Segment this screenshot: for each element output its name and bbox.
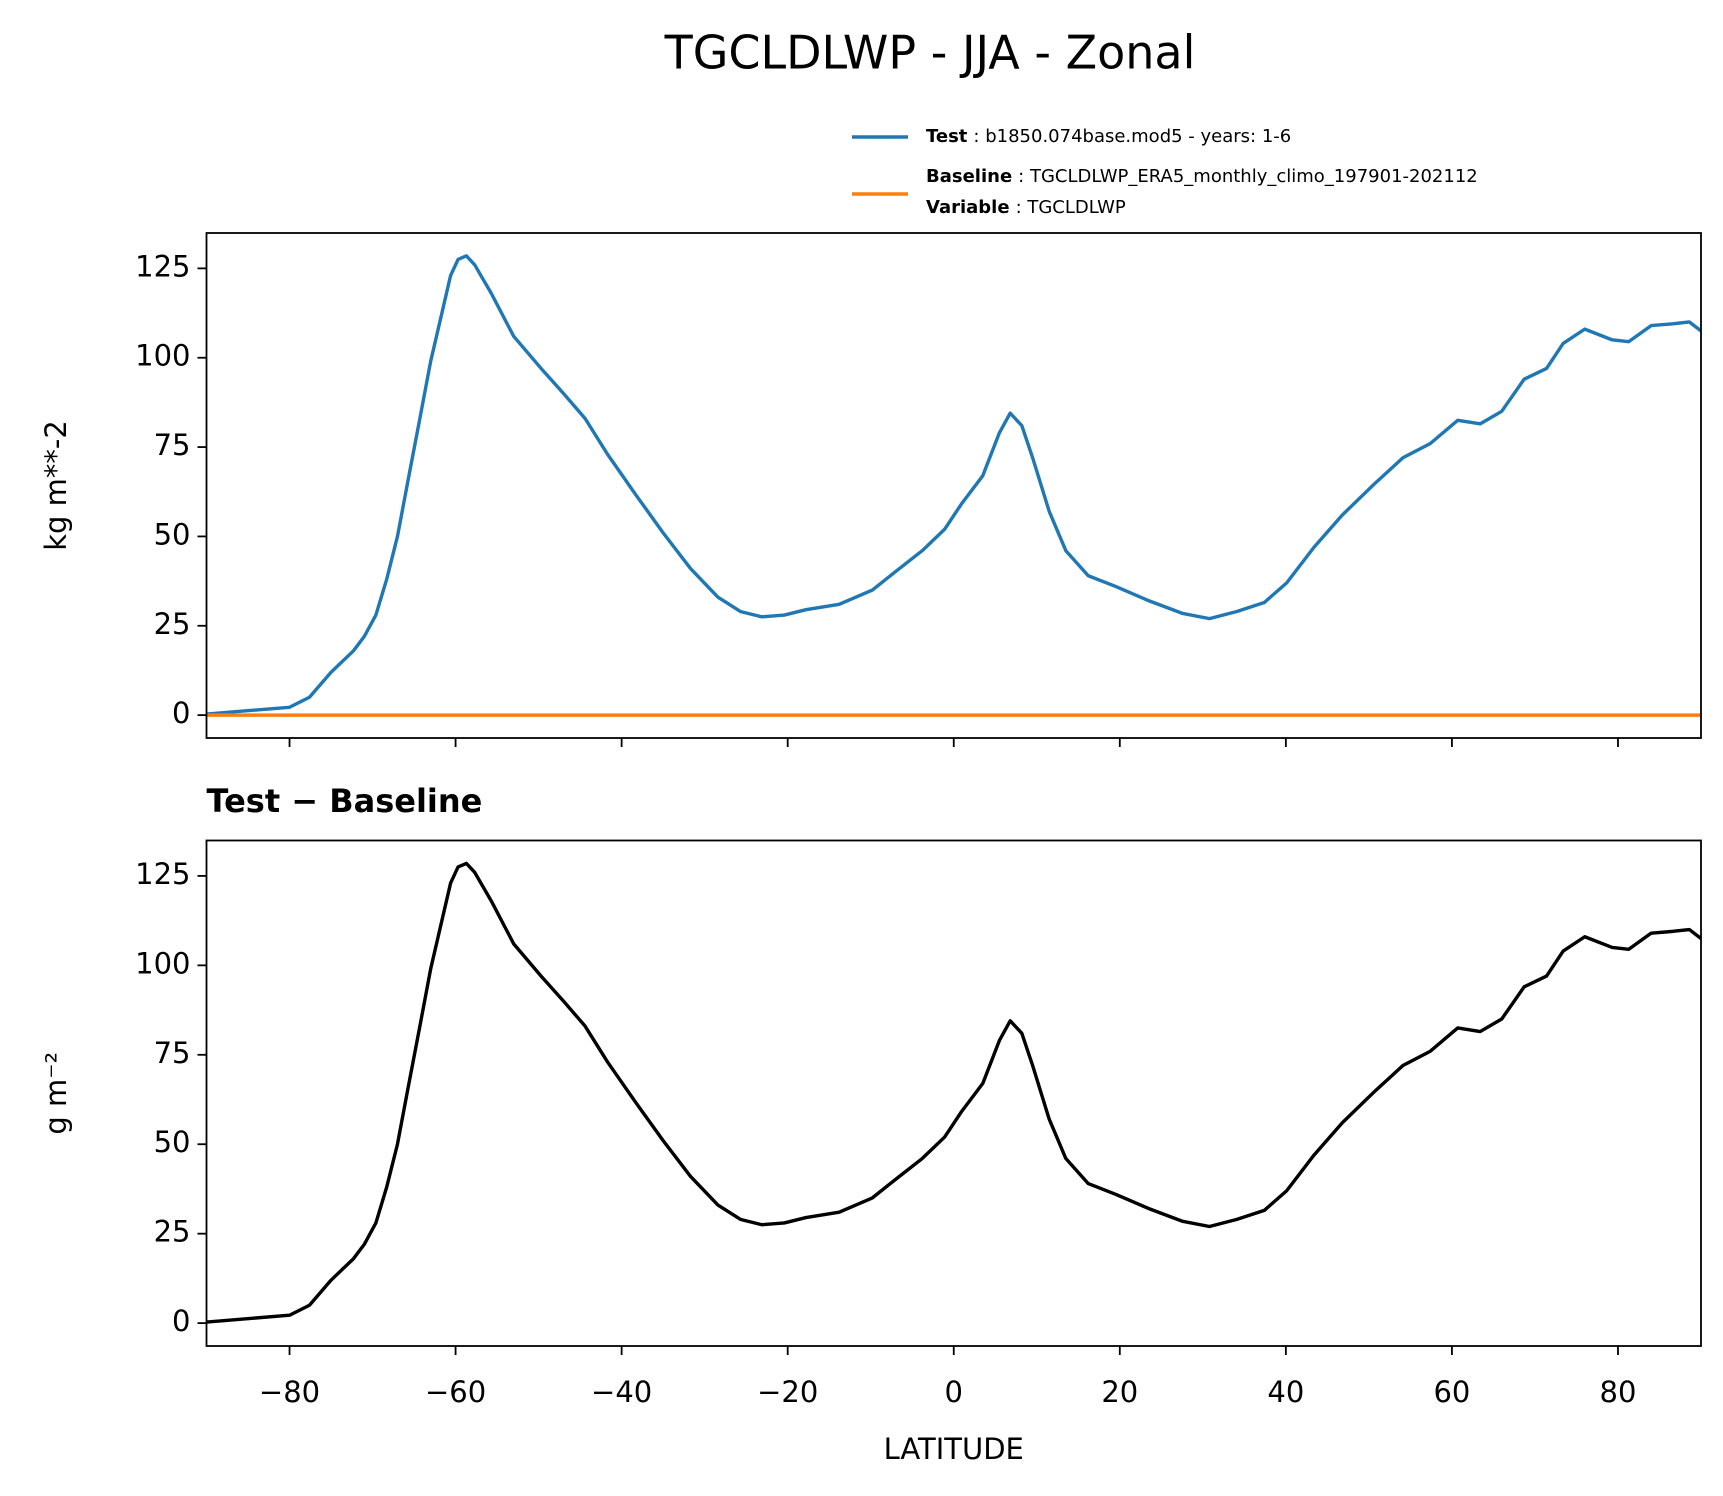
axes-frame (205, 839, 1702, 1347)
data-line (206, 861, 1701, 1324)
figure-title: TGCLDLWP - JJA - Zonal (664, 26, 1196, 80)
y-tick-label: 25 (154, 1215, 191, 1249)
y-tick-label: 0 (172, 1304, 190, 1338)
legend-label: : TGCLDLWP (1016, 197, 1126, 218)
x-tick-label: 40 (1267, 1375, 1304, 1409)
legend-name: Test (926, 126, 968, 147)
x-tick-label: 80 (1600, 1375, 1637, 1409)
x-tick-label: 60 (1433, 1375, 1470, 1409)
y-tick-label: 75 (154, 428, 191, 462)
y-tick-label: 25 (154, 607, 191, 641)
y-tick-label: 50 (154, 517, 191, 551)
x-tick-label: 0 (945, 1375, 963, 1409)
legend-name: Baseline (926, 166, 1012, 187)
x-axis-label: LATITUDE (884, 1432, 1024, 1466)
axes-frame (205, 232, 1702, 739)
y-axis-label: g m⁻² (39, 1052, 73, 1135)
y-tick-label: 125 (135, 249, 190, 283)
x-tick-label: 20 (1101, 1375, 1138, 1409)
x-tick-label: −80 (259, 1375, 320, 1409)
x-tick-label: −20 (757, 1375, 818, 1409)
y-tick-label: 125 (135, 857, 190, 891)
data-line (206, 254, 1701, 716)
legend-entry: Baseline : TGCLDLWP_ERA5_monthly_climo_19… (926, 166, 1478, 187)
axes-title: Test − Baseline (207, 782, 483, 820)
legend-entry: Variable : TGCLDLWP (926, 197, 1126, 218)
y-axis-label: kg m**-2 (39, 420, 73, 551)
x-tick-label: −40 (591, 1375, 652, 1409)
x-tick-label: −60 (425, 1375, 486, 1409)
legend-label: : b1850.074base.mod5 - years: 1-6 (973, 126, 1291, 147)
y-tick-label: 50 (154, 1125, 191, 1159)
legend-entry: Test: b1850.074base.mod5 - years: 1-6 (926, 126, 1291, 147)
y-tick-label: 0 (172, 696, 190, 730)
legend-label: : TGCLDLWP_ERA5_monthly_climo_197901-202… (1018, 166, 1478, 187)
legend-name: Variable (926, 197, 1010, 218)
y-tick-label: 75 (154, 1036, 191, 1070)
y-tick-label: 100 (135, 946, 190, 980)
y-tick-label: 100 (135, 339, 190, 373)
